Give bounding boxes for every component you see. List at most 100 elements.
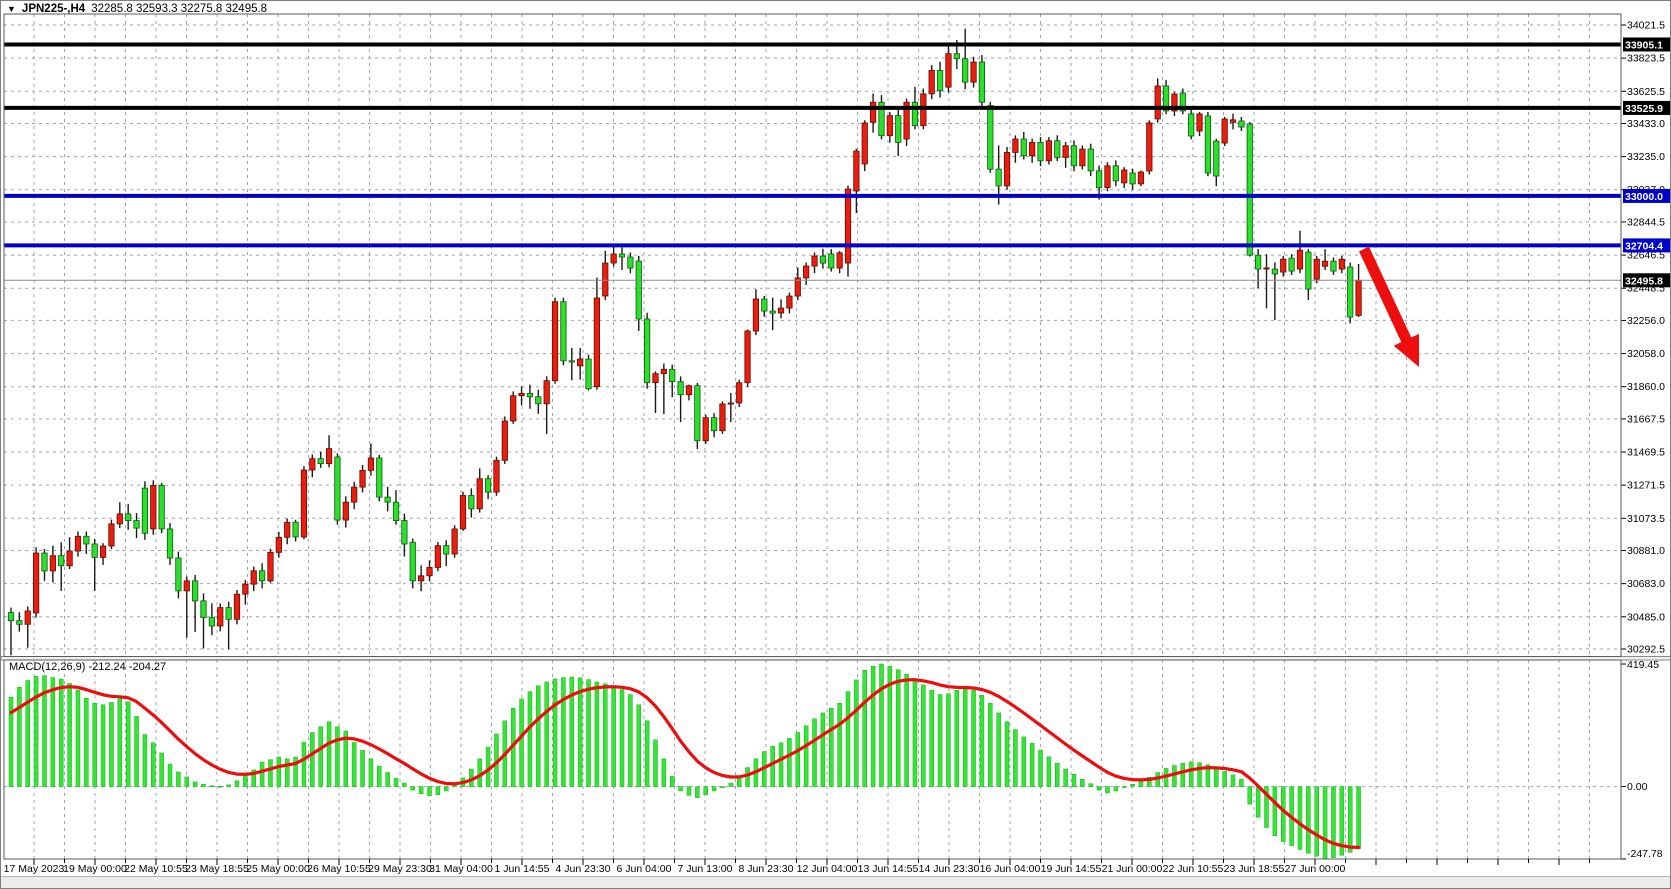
candle-bullish xyxy=(183,580,190,592)
candle-bullish xyxy=(459,495,467,530)
candle-bearish xyxy=(376,457,383,498)
macd-histogram-bar xyxy=(360,750,365,787)
macd-histogram-bar xyxy=(343,730,349,787)
macd-histogram-bar xyxy=(536,685,541,787)
chevron-down-icon[interactable]: ▼ xyxy=(7,3,16,14)
candle-bearish xyxy=(694,385,701,442)
macd-histogram-bar xyxy=(17,686,22,787)
macd-histogram-bar xyxy=(67,683,72,787)
macd-histogram-bar xyxy=(226,784,231,787)
ohlc-values: 32285.8 32593.3 32275.8 32495.8 xyxy=(91,3,268,15)
time-axis-label: 25 May 00:00 xyxy=(246,863,310,875)
candle-bearish xyxy=(1330,260,1337,272)
candle-bullish xyxy=(1121,169,1128,184)
macd-histogram-bar xyxy=(845,691,851,787)
panel-separator[interactable] xyxy=(1,656,1671,661)
macd-histogram-bar xyxy=(745,767,750,787)
macd-histogram-bar xyxy=(1306,786,1311,854)
price-line-badge xyxy=(1623,37,1670,52)
candle-bearish xyxy=(895,115,902,143)
macd-histogram-bar xyxy=(1264,786,1269,828)
candle-bullish xyxy=(510,395,517,422)
time-axis-label: 7 Jun 13:00 xyxy=(678,863,733,875)
candle-bearish xyxy=(1179,92,1186,112)
macd-histogram-bar xyxy=(1038,749,1043,787)
macd-histogram-bar xyxy=(33,676,39,787)
candle-bullish xyxy=(150,485,157,530)
candle-bullish xyxy=(49,555,56,572)
price-line-badge-label: 32704.4 xyxy=(1625,240,1663,252)
time-axis-label: 31 May 04:00 xyxy=(429,863,493,875)
candle-bearish xyxy=(1070,145,1078,167)
macd-histogram-bar xyxy=(1272,786,1278,836)
candle-bearish xyxy=(1305,251,1312,290)
candle-bearish xyxy=(677,381,684,396)
symbol-timeframe-label: JPN225-,H4 xyxy=(21,3,86,15)
macd-histogram-bar xyxy=(385,772,390,787)
candle-bullish xyxy=(476,478,483,510)
candle-bearish xyxy=(1037,141,1044,162)
candle-bullish xyxy=(853,150,860,192)
macd-axis-label: 0.00 xyxy=(1627,781,1648,793)
candle-bearish xyxy=(175,557,182,592)
macd-histogram-bar xyxy=(870,665,876,787)
time-axis-label: 19 May 00:00 xyxy=(63,863,127,875)
candle-bearish xyxy=(334,456,341,521)
candle-bullish xyxy=(418,575,425,582)
macd-histogram-bar xyxy=(50,677,56,787)
candle-bearish xyxy=(443,545,450,555)
candle-bearish xyxy=(669,368,676,383)
candle-bullish xyxy=(610,253,617,264)
candle-bullish xyxy=(727,402,734,405)
candle-bullish xyxy=(74,535,82,552)
candle-bearish xyxy=(225,607,232,620)
macd-histogram-bar xyxy=(1230,774,1236,787)
candle-bullish xyxy=(836,252,843,269)
time-axis-label: 27 Jun 00:00 xyxy=(1285,863,1346,875)
price-line-badge-label: 33905.1 xyxy=(1625,39,1663,51)
candle-bullish xyxy=(870,101,877,123)
candle-bullish xyxy=(593,297,601,388)
macd-histogram-bar xyxy=(1214,768,1219,787)
candle-bearish xyxy=(1255,254,1262,270)
macd-histogram-bar xyxy=(1347,786,1353,853)
main-panel-border xyxy=(3,13,1622,657)
candle-bullish xyxy=(786,295,793,309)
candle-bearish xyxy=(1020,138,1027,157)
macd-histogram-bar xyxy=(552,678,558,787)
macd-histogram-bar xyxy=(100,704,106,787)
candle-bearish xyxy=(987,105,994,170)
price-axis-label: 30292.5 xyxy=(1627,644,1665,656)
candle-bearish xyxy=(769,310,776,314)
macd-histogram-bar xyxy=(594,681,600,787)
candle-bullish xyxy=(367,457,375,471)
macd-histogram-bar xyxy=(895,669,901,787)
candle-bullish xyxy=(1313,258,1320,280)
macd-histogram-bar xyxy=(192,781,198,787)
macd-histogram-bar xyxy=(586,679,591,787)
macd-histogram-bar xyxy=(644,720,650,787)
candle-bearish xyxy=(710,417,718,432)
candle-bearish xyxy=(1246,123,1253,256)
macd-histogram-bar xyxy=(879,663,884,787)
price-axis-label: 32646.5 xyxy=(1627,250,1665,262)
macd-histogram-bar xyxy=(577,677,583,787)
macd-histogram-bar xyxy=(142,734,148,787)
candle-bearish xyxy=(1112,165,1119,182)
price-axis-label: 33235.0 xyxy=(1627,151,1665,163)
time-axis-label: 19 Jun 14:55 xyxy=(1041,863,1102,875)
candle-bullish xyxy=(1012,138,1019,153)
price-line-badge xyxy=(1623,238,1670,253)
macd-histogram-bar xyxy=(544,681,549,787)
candle-bullish xyxy=(719,403,726,432)
down-arrow-annotation[interactable] xyxy=(1359,246,1414,346)
candle-bullish xyxy=(1079,148,1086,167)
macd-histogram-bar xyxy=(1205,764,1211,787)
macd-histogram-bar xyxy=(418,786,424,795)
candle-bullish xyxy=(861,122,868,165)
macd-histogram-bar xyxy=(619,689,625,787)
candle-bullish xyxy=(434,545,441,568)
macd-histogram-bar xyxy=(1021,736,1027,787)
macd-histogram-bar xyxy=(695,786,700,798)
